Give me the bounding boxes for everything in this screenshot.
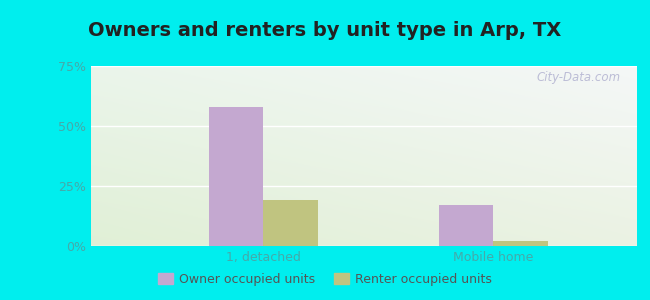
Bar <box>439 205 493 246</box>
Bar <box>209 107 263 246</box>
Text: City-Data.com: City-Data.com <box>536 71 621 84</box>
Bar <box>493 241 548 246</box>
Bar <box>263 200 318 246</box>
Text: Owners and renters by unit type in Arp, TX: Owners and renters by unit type in Arp, … <box>88 21 562 40</box>
Legend: Owner occupied units, Renter occupied units: Owner occupied units, Renter occupied un… <box>153 268 497 291</box>
